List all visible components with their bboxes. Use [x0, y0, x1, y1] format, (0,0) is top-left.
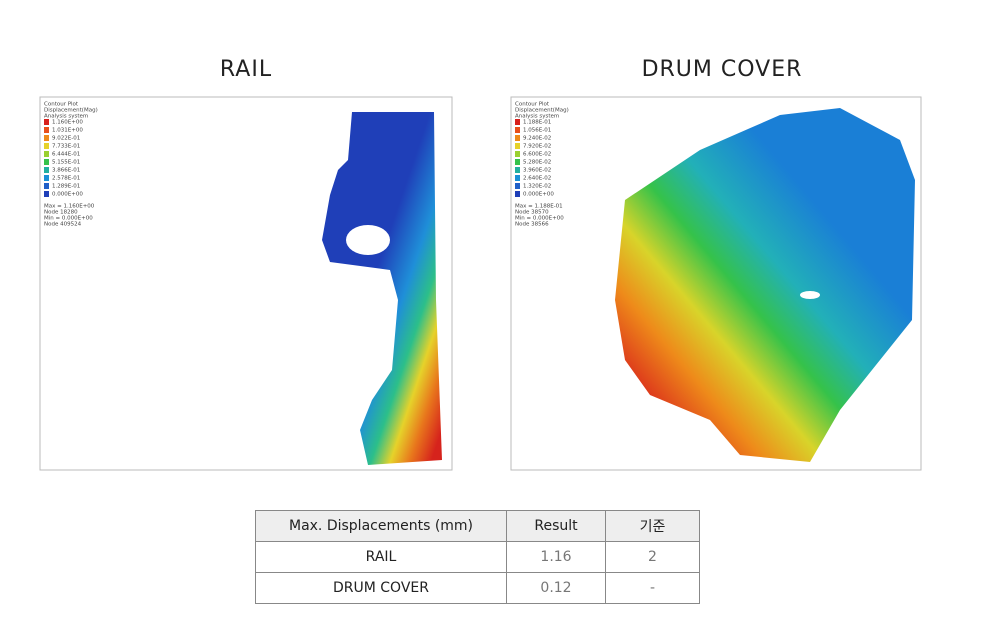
- legend-value: 1.320E-02: [523, 184, 551, 190]
- legend-swatch: [44, 167, 49, 173]
- legend-swatch: [44, 151, 49, 157]
- legend-footer: Min = 0.000E+00: [515, 216, 564, 222]
- legend-value: 5.155E-01: [52, 160, 80, 166]
- legend-header: Analysis system: [515, 114, 559, 120]
- header-cell: Result: [506, 510, 606, 542]
- cell: -: [605, 572, 700, 604]
- legend-swatch: [44, 175, 49, 181]
- legend-header: Displacement(Mag): [44, 108, 98, 114]
- legend-value: 0.000E+00: [523, 192, 554, 198]
- legend-value: 1.160E+00: [52, 120, 83, 126]
- result-table: Max. Displacements (mm) Result 기준 RAIL 1…: [255, 510, 700, 604]
- legend-footer: Node 38570: [515, 210, 549, 216]
- legend-value: 7.920E-02: [523, 144, 551, 150]
- legend-swatch: [515, 143, 520, 149]
- legend-value: 2.578E-01: [52, 176, 80, 182]
- legend-swatch: [515, 135, 520, 141]
- legend-value: 1.188E-01: [523, 120, 551, 126]
- drum-cover-model: [615, 108, 915, 462]
- legend-footer: Node 18280: [44, 210, 78, 216]
- legend-value: 3.960E-02: [523, 168, 551, 174]
- legend-header: Displacement(Mag): [515, 108, 569, 114]
- legend-header: Analysis system: [44, 114, 88, 120]
- legend-swatch: [44, 191, 49, 197]
- legend-value: 9.240E-02: [523, 136, 551, 142]
- legend-header: Contour Plot: [44, 102, 79, 108]
- legend-swatch: [515, 127, 520, 133]
- legend-swatch: [515, 175, 520, 181]
- table-header: Max. Displacements (mm) Result 기준: [255, 510, 700, 542]
- legend-swatch: [515, 191, 520, 197]
- legend-value: 1.031E+00: [52, 128, 83, 134]
- table-row: RAIL 1.16 2: [255, 541, 700, 573]
- legend-swatch: [44, 119, 49, 125]
- panel-title: RAIL: [220, 57, 272, 82]
- table-row: DRUM COVER 0.12 -: [255, 572, 700, 604]
- cell: RAIL: [255, 541, 507, 573]
- legend-value: 7.733E-01: [52, 144, 80, 150]
- legend-footer: Max = 1.188E-01: [515, 204, 563, 210]
- legend-value: 2.640E-02: [523, 176, 551, 182]
- legend-swatch: [515, 119, 520, 125]
- legend-value: 9.022E-01: [52, 136, 80, 142]
- legend-footer: Node 409524: [44, 222, 82, 228]
- legend-value: 6.600E-02: [523, 152, 551, 158]
- legend-swatch: [515, 167, 520, 173]
- legend-value: 1.056E-01: [523, 128, 551, 134]
- header-cell: 기준: [605, 510, 700, 542]
- legend-footer: Max = 1.160E+00: [44, 204, 95, 210]
- legend-value: 1.289E-01: [52, 184, 80, 190]
- legend-value: 5.280E-02: [523, 160, 551, 166]
- legend-swatch: [515, 183, 520, 189]
- legend-footer: Min = 0.000E+00: [44, 216, 93, 222]
- header-cell: Max. Displacements (mm): [255, 510, 507, 542]
- cell: 0.12: [506, 572, 606, 604]
- hole: [346, 225, 390, 255]
- legend-swatch: [44, 183, 49, 189]
- cell: 2: [605, 541, 700, 573]
- legend-footer: Node 38566: [515, 222, 549, 228]
- legend-swatch: [44, 159, 49, 165]
- legend-swatch: [44, 135, 49, 141]
- legend-swatch: [44, 127, 49, 133]
- legend-swatch: [44, 143, 49, 149]
- rail-model: [322, 112, 442, 465]
- legend-value: 3.866E-01: [52, 168, 80, 174]
- hole: [800, 291, 820, 299]
- legend-swatch: [515, 159, 520, 165]
- legend-value: 0.000E+00: [52, 192, 83, 198]
- cell: DRUM COVER: [255, 572, 507, 604]
- legend-swatch: [515, 151, 520, 157]
- legend-value: 6.444E-01: [52, 152, 80, 158]
- legend-header: Contour Plot: [515, 102, 550, 108]
- panel-title: DRUM COVER: [642, 57, 803, 82]
- cell: 1.16: [506, 541, 606, 573]
